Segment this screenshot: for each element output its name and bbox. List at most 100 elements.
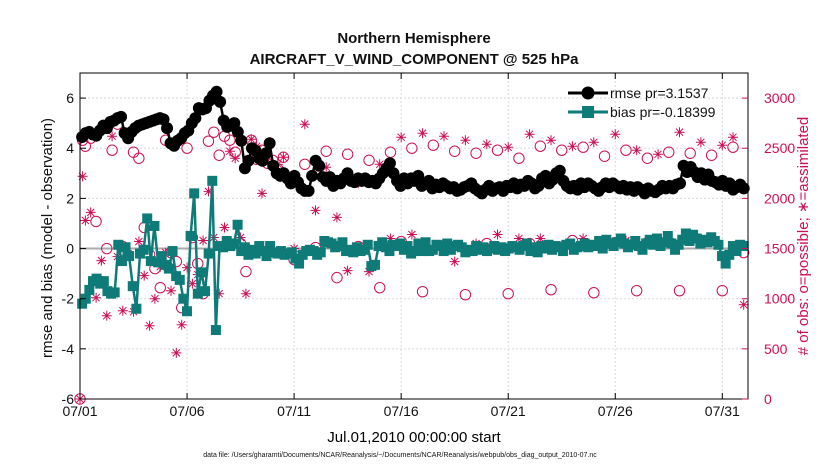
obs-possible-point <box>630 284 643 297</box>
rmse-point <box>553 164 566 177</box>
obs-possible-series <box>74 118 750 405</box>
obs-assimilated-point <box>224 146 235 157</box>
obs-possible-point <box>106 144 118 156</box>
y2-tick-label: 0 <box>764 391 772 407</box>
x-axis-ticks: 07/01 07/06 07/11 07/16 07/21 07/26 07/31 <box>62 73 740 419</box>
x-tick-label: 07/01 <box>62 403 97 419</box>
bias-point <box>153 257 164 268</box>
bias-point <box>163 263 174 274</box>
bias-point <box>427 244 438 255</box>
bias-point <box>532 247 543 258</box>
obs-assimilated-point <box>439 131 449 142</box>
y2-axis-ticks: 0 500 1000 1500 2000 2500 3000 <box>742 90 795 407</box>
y2-tick-label: 1500 <box>764 241 795 257</box>
obs-assimilated-point <box>364 266 374 277</box>
bias-point <box>659 237 670 248</box>
bias-point <box>630 236 641 247</box>
rmse-point <box>260 147 273 160</box>
bias-point <box>243 249 254 260</box>
bias-point <box>156 251 167 262</box>
obs-possible-point <box>459 288 472 301</box>
obs-assimilated-point <box>385 233 396 244</box>
obs-assimilated-point <box>653 149 664 160</box>
chart-title: Northern Hemisphere <box>337 30 490 47</box>
obs-possible-point <box>534 140 547 152</box>
obs-assimilated-point <box>578 233 589 244</box>
obs-possible-point <box>716 284 729 297</box>
obs-assimilated-point <box>449 256 460 267</box>
bias-point <box>337 237 348 248</box>
obs-assimilated-point <box>674 127 685 138</box>
obs-assimilated-point <box>91 292 102 303</box>
y-tick-label: -4 <box>62 341 75 357</box>
bias-point <box>420 237 431 248</box>
legend: rmse pr=3.1537 bias pr=-0.18399 <box>568 85 716 120</box>
obs-possible-point <box>416 285 429 298</box>
bias-point <box>290 253 301 264</box>
obs-possible-point <box>588 286 600 299</box>
obs-assimilated-point <box>214 288 225 299</box>
bias-point <box>131 303 142 314</box>
obs-possible-point <box>491 144 504 156</box>
bias-point <box>402 241 413 252</box>
bias-point <box>149 220 160 231</box>
obs-possible-point <box>224 134 236 146</box>
bias-point <box>680 228 691 239</box>
obs-assimilated-point <box>503 142 514 153</box>
obs-assimilated-point <box>546 135 556 146</box>
x-tick-label: 07/31 <box>705 403 740 419</box>
bias-point <box>409 246 420 257</box>
obs-assimilated-point <box>149 293 160 304</box>
obs-assimilated-point <box>631 145 642 156</box>
obs-assimilated-point <box>80 215 91 226</box>
y-axis-ticks: -6 -4 -2 0 2 4 6 <box>62 90 86 407</box>
rmse-point <box>737 182 750 195</box>
bias-point <box>731 246 742 257</box>
rmse-point <box>306 169 319 182</box>
bias-point <box>232 219 243 230</box>
rmse-point <box>383 157 396 170</box>
bias-point <box>98 276 109 287</box>
obs-assimilated-point <box>133 236 144 247</box>
obs-possible-point <box>331 271 343 284</box>
obs-assimilated-point <box>417 128 428 139</box>
y2-tick-label: 3000 <box>764 90 795 106</box>
bias-point <box>615 233 626 244</box>
y-tick-label: 6 <box>66 90 74 106</box>
data-file-footnote: data file: /Users/gharamti/Documents/NCA… <box>203 452 597 459</box>
rmse-point <box>242 154 255 167</box>
bias-point <box>145 256 156 267</box>
y2-tick-label: 500 <box>764 341 788 357</box>
obs-possible-point <box>620 144 632 156</box>
obs-possible-point <box>240 265 252 278</box>
obs-assimilated-point <box>246 134 257 145</box>
bias-point <box>192 288 203 299</box>
bias-point <box>720 258 731 269</box>
obs-possible-point <box>727 141 739 153</box>
obs-assimilated-point <box>481 139 492 150</box>
bias-point <box>395 238 406 249</box>
obs-assimilated-point <box>107 131 118 142</box>
bias-point <box>178 293 189 304</box>
bias-point <box>362 239 373 250</box>
obs-assimilated-point <box>406 229 417 240</box>
bias-point <box>207 175 218 186</box>
bias-point <box>261 251 272 262</box>
bias-point <box>84 284 95 295</box>
bias-point <box>684 236 695 247</box>
bias-point <box>200 286 211 297</box>
bias-point <box>250 248 261 259</box>
plot-frame <box>79 72 749 400</box>
obs-assimilated-point <box>166 285 176 296</box>
bias-point <box>438 246 449 257</box>
obs-possible-point <box>363 154 375 166</box>
obs-assimilated-point <box>240 288 251 299</box>
obs-assimilated-point <box>460 135 471 146</box>
rmse-point <box>263 137 276 150</box>
obs-possible-point <box>641 152 654 164</box>
obs-assimilated-point <box>257 188 267 199</box>
bias-point <box>557 246 568 257</box>
bias-point <box>113 239 124 250</box>
rmse-point <box>214 95 227 108</box>
